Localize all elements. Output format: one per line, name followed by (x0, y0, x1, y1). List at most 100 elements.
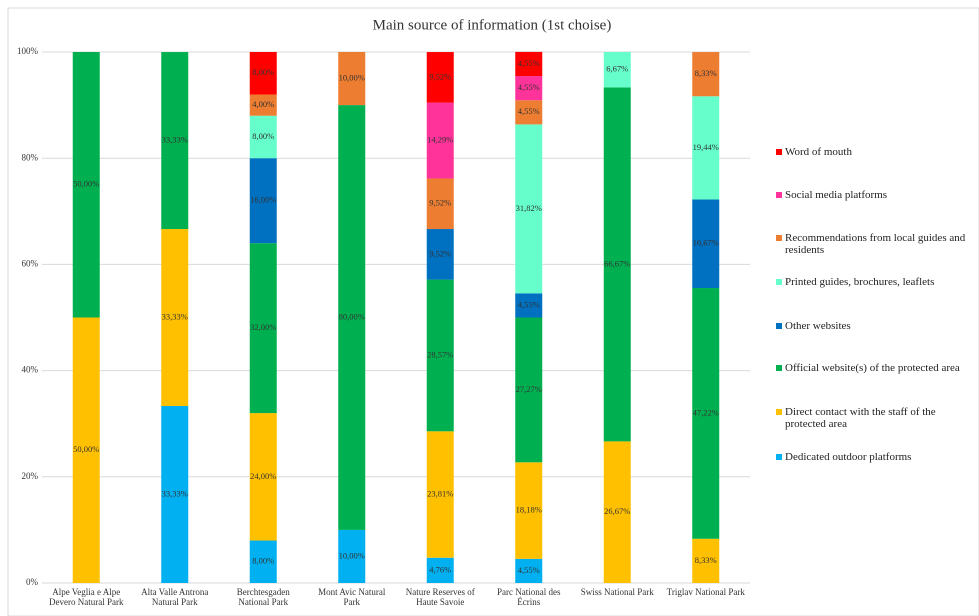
value-label: 27,27% (516, 384, 542, 394)
y-tick-label: 60% (22, 258, 39, 268)
y-tick-label: 100% (17, 46, 39, 56)
bar-segment (249, 52, 277, 95)
bar-segment (161, 229, 189, 407)
bar-segment (515, 317, 543, 463)
value-label: 33,33% (162, 311, 188, 321)
value-label: 66,67% (604, 258, 630, 268)
bar-segment (603, 51, 631, 88)
value-label: 8,00% (252, 556, 274, 566)
bar-segment (72, 52, 100, 318)
value-label: 32,00% (250, 322, 276, 332)
legend-label: Printed guides, brochures, leaflets (785, 276, 935, 288)
value-label: 4,55% (518, 82, 540, 92)
value-label: 50,00% (73, 444, 99, 454)
chart-title: Main source of information (1st choise) (373, 17, 612, 33)
bar-segment (692, 199, 720, 289)
legend-swatch (776, 323, 782, 329)
legend-label: Word of mouth (785, 146, 852, 158)
value-label: 33,33% (162, 488, 188, 498)
value-label: 33,33% (162, 134, 188, 144)
bar-segment (692, 52, 720, 97)
legend-swatch (776, 279, 782, 285)
bar-segment (515, 51, 543, 77)
bar-segment (603, 87, 631, 442)
legend-swatch (776, 365, 782, 371)
legend-swatch (776, 235, 782, 241)
value-label: 19,44% (693, 142, 719, 152)
value-label: 9,52% (429, 248, 451, 258)
legend-swatch (776, 454, 782, 460)
bar-segment (515, 558, 543, 583)
value-label: 10,00% (339, 550, 365, 560)
y-tick-label: 40% (22, 365, 39, 375)
value-label: 4,55% (518, 299, 540, 309)
value-label: 50,00% (73, 179, 99, 189)
value-label: 4,55% (518, 58, 540, 68)
value-label: 80,00% (339, 311, 365, 321)
value-label: 4,76% (429, 564, 451, 574)
x-tick-label: Nature Reserves of Haute Savoie (405, 587, 475, 607)
legend-swatch (776, 149, 782, 155)
x-tick-label: Alta Valle Antrona Natural Park (141, 587, 209, 607)
value-label: 8,00% (252, 131, 274, 141)
chart-border (7, 7, 979, 616)
bar-segment (515, 462, 543, 559)
legend-label: Social media platforms (785, 189, 888, 201)
value-label: 31,82% (516, 203, 542, 213)
value-label: 47,22% (693, 407, 719, 417)
bar-segment (249, 243, 277, 414)
bar-segment (338, 105, 366, 530)
value-label: 23,81% (427, 488, 453, 498)
value-label: 18,18% (516, 505, 542, 515)
bar-segment (249, 115, 277, 159)
value-label: 4,55% (518, 106, 540, 116)
x-tick-label: Mont Avic Natural Park (318, 587, 386, 607)
bar-segment (426, 557, 454, 583)
legend-label: Dedicated outdoor platforms (785, 451, 912, 463)
value-label: 8,00% (252, 67, 274, 77)
value-label: 28,57% (427, 349, 453, 359)
bar-segment (338, 529, 366, 583)
y-tick-label: 0% (26, 577, 39, 587)
value-label: 9,52% (429, 198, 451, 208)
value-label: 8,33% (695, 555, 717, 565)
bar-segment (426, 102, 454, 179)
legend-label: Direct contact with the staff of the pro… (785, 406, 936, 430)
bar-segment (249, 94, 277, 116)
value-label: 8,33% (695, 68, 717, 78)
value-label: 14,29% (427, 134, 453, 144)
bar-segment (515, 76, 543, 101)
value-label: 16,67% (693, 238, 719, 248)
bar-segment (249, 413, 277, 541)
bar-segment (161, 52, 189, 230)
bar-segment (338, 52, 366, 106)
value-label: 4,55% (518, 565, 540, 575)
bar-segment (515, 293, 543, 318)
legend-swatch (776, 409, 782, 415)
value-label: 16,00% (250, 195, 276, 205)
value-label: 6,67% (606, 64, 628, 74)
x-tick-label: Alpe Veglia e Alpe Devero Natural Park (49, 587, 124, 607)
bar-segment (426, 52, 454, 103)
legend-label: Recommendations from local guides and re… (785, 232, 966, 256)
x-tick-label: Parc National des Écrins (497, 587, 561, 607)
bar-segment (603, 441, 631, 583)
legend-swatch (776, 192, 782, 198)
y-tick-label: 80% (22, 152, 39, 162)
x-tick-label: Triglav National Park (666, 587, 745, 597)
y-tick-label: 20% (22, 471, 39, 481)
bar-segment (426, 431, 454, 558)
bar-segment (692, 538, 720, 583)
value-label: 4,00% (252, 99, 274, 109)
bar-segment (692, 96, 720, 200)
value-label: 24,00% (250, 471, 276, 481)
x-tick-label: Berchtesgaden National Park (236, 587, 290, 607)
bar-segment (161, 406, 189, 583)
bar-segment (426, 279, 454, 432)
bar-segment (515, 100, 543, 125)
bar-segment (692, 288, 720, 539)
bar-segment (515, 124, 543, 294)
legend-label: Other websites (785, 320, 851, 332)
